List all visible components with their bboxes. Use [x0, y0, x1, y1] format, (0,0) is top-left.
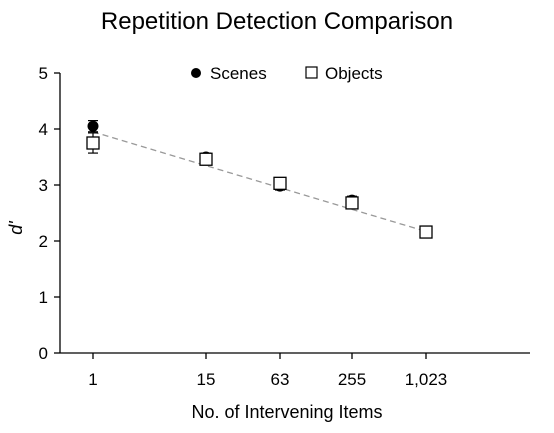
objects-point [345, 196, 359, 210]
x-tick-label: 15 [197, 370, 216, 389]
axes [59, 73, 530, 354]
trendline-group [92, 131, 427, 233]
x-tick-label: 63 [271, 370, 290, 389]
data-marks [86, 119, 433, 239]
y-tick-label: 5 [39, 64, 48, 83]
legend: Scenes Objects [191, 64, 383, 83]
y-axis-label: d' [6, 221, 26, 235]
chart-title: Repetition Detection Comparison [100, 8, 454, 35]
x-tick-label: 1,023 [405, 370, 448, 389]
x-tick-label: 1 [88, 370, 97, 389]
y-tick-label: 3 [39, 176, 48, 195]
legend-objects-label: Objects [325, 64, 383, 83]
legend-scenes-marker [191, 68, 201, 78]
legend-objects-marker [305, 66, 318, 79]
y-tick-label: 4 [39, 120, 48, 139]
legend-scenes-label: Scenes [210, 64, 267, 83]
x-axis-label: No. of Intervening Items [191, 402, 382, 422]
objects-point [273, 176, 287, 190]
x-tick-label: 255 [338, 370, 366, 389]
y-tick-label: 1 [39, 288, 48, 307]
objects-point [419, 225, 433, 239]
trendline [92, 131, 427, 233]
tick-group: 0 1 2 3 4 5 1 15 63 255 1,023 [39, 64, 448, 389]
objects-point [199, 152, 213, 166]
objects-point [86, 136, 100, 150]
y-tick-label: 0 [39, 344, 48, 363]
scenes-point [87, 120, 99, 132]
y-tick-label: 2 [39, 232, 48, 251]
